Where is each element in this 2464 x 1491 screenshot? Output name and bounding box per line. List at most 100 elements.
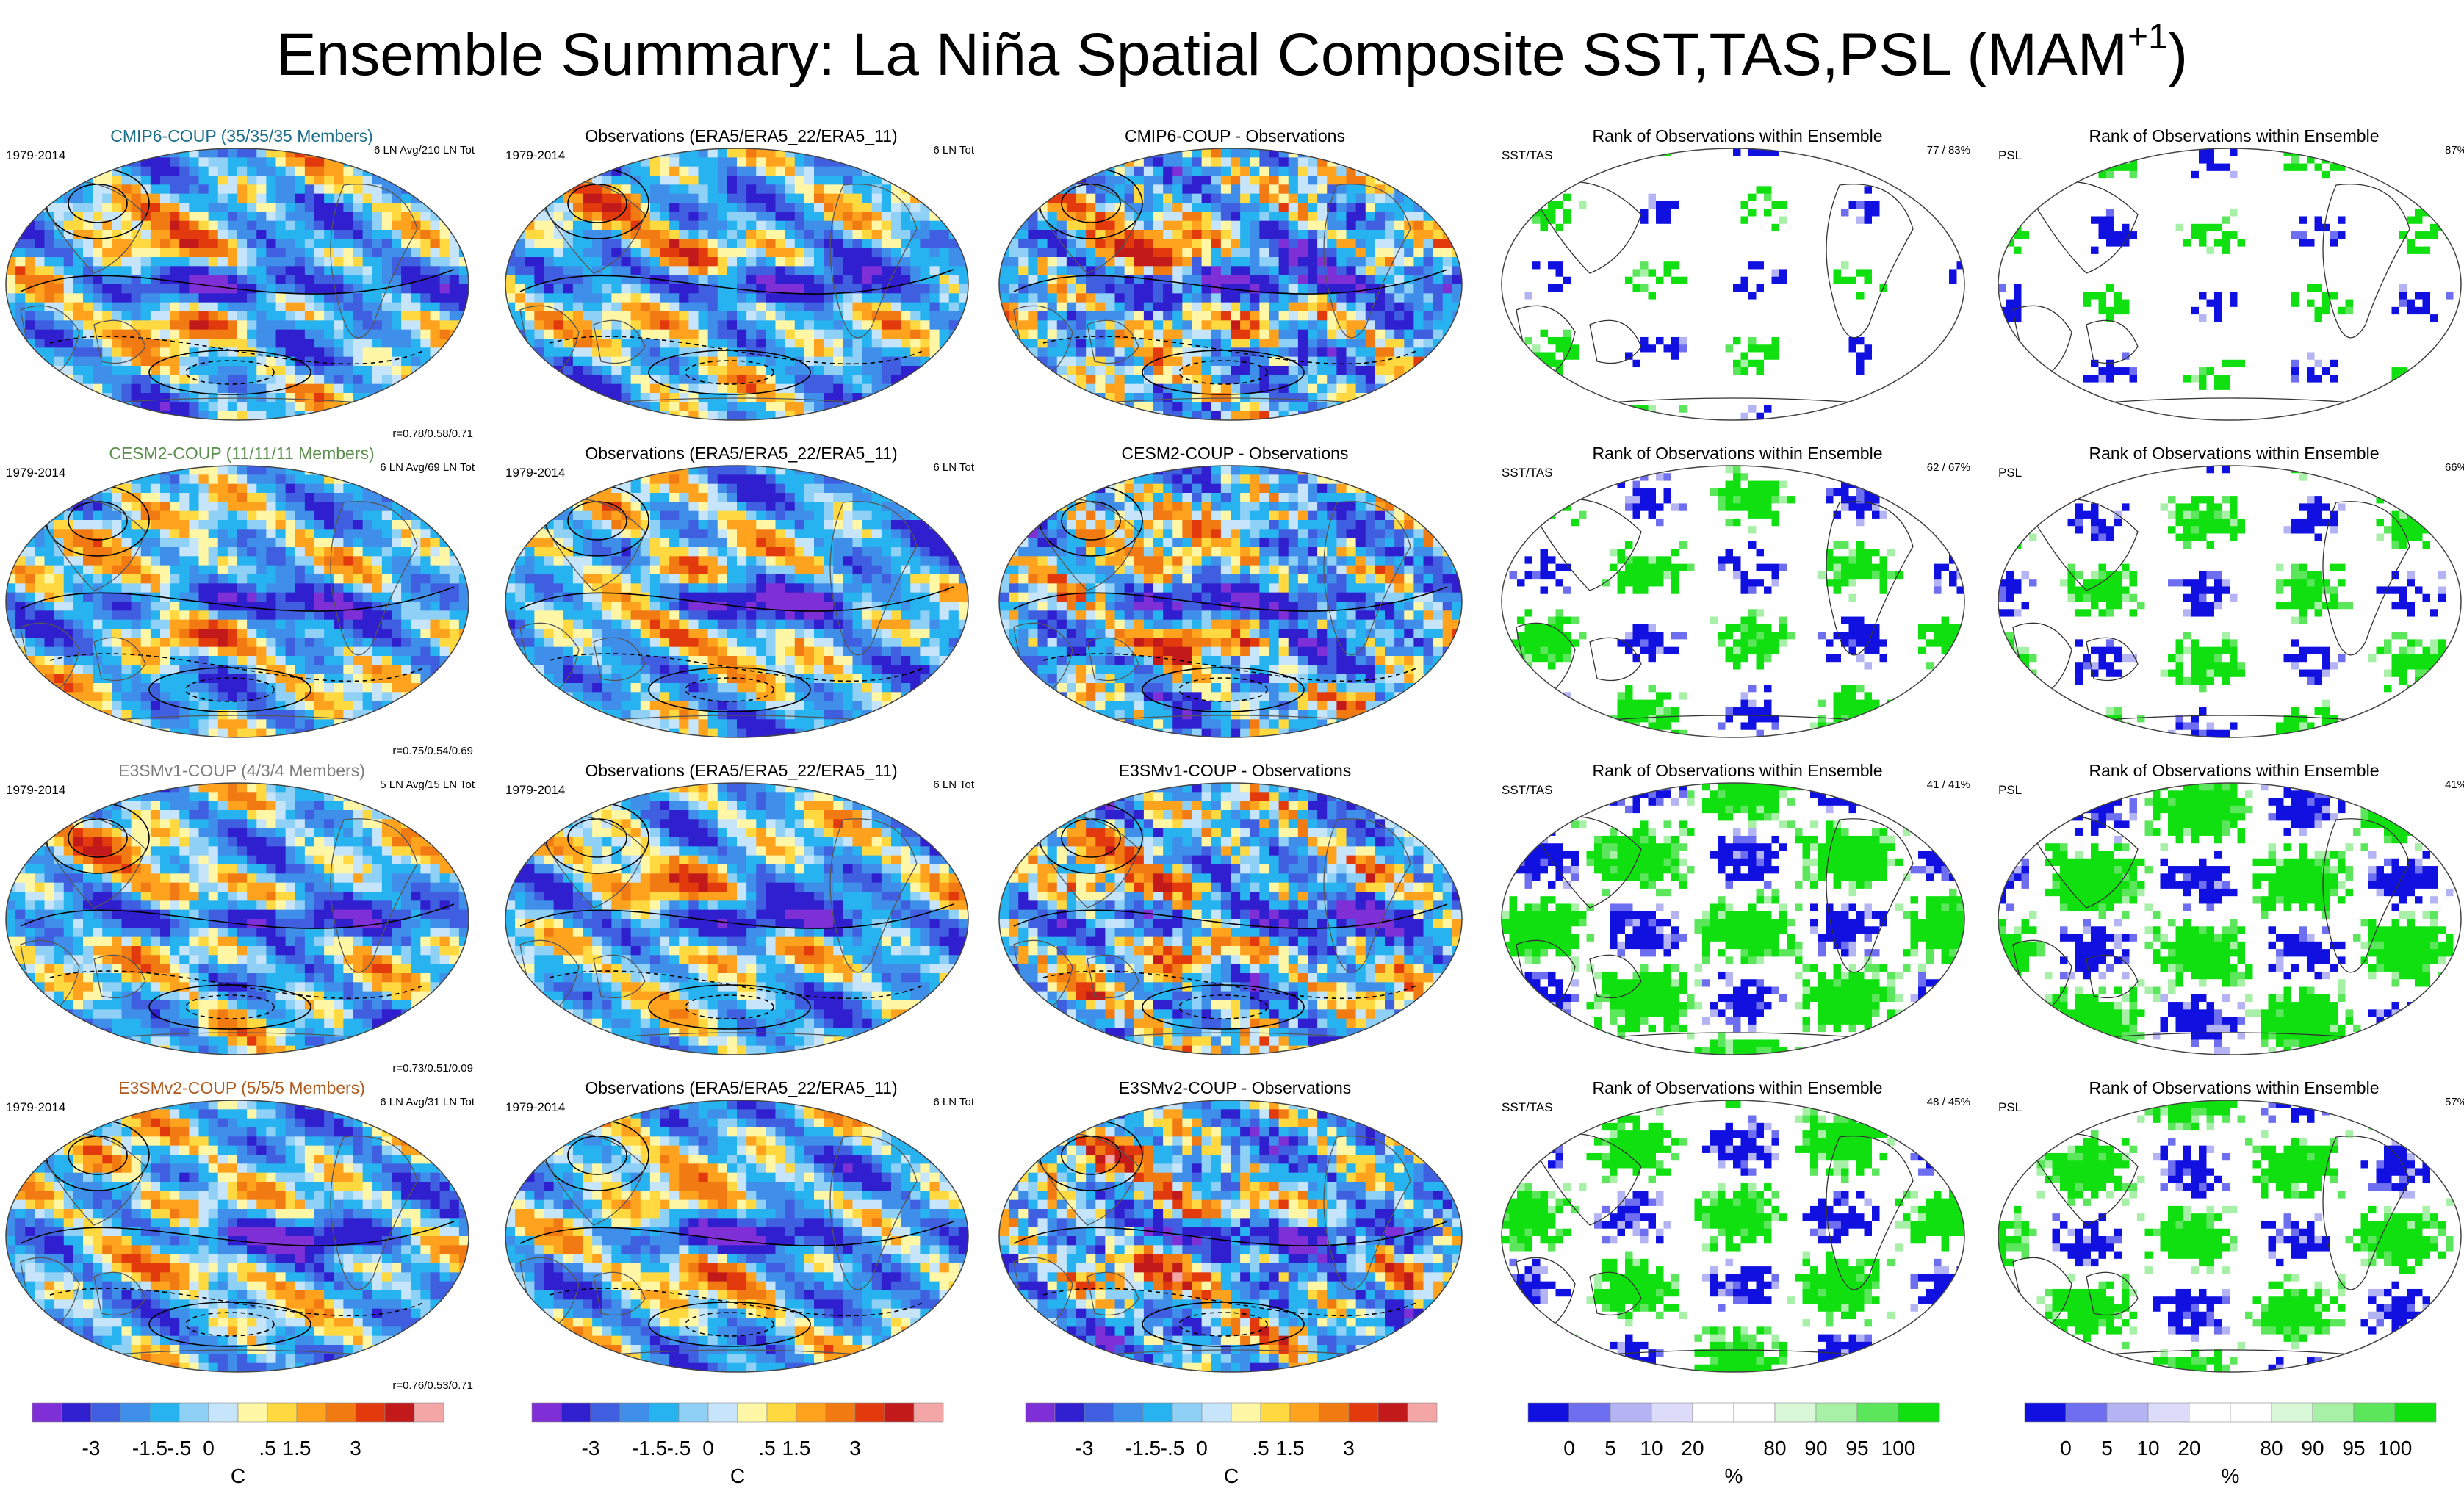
map-rank-sst [1499,126,1976,444]
colorbar-swatch [1693,1403,1734,1422]
colorbar-tick-label: 5 [2101,1437,2113,1460]
colorbar-tick-label: .5 [259,1437,275,1460]
colorbar-swatch [914,1403,943,1422]
colorbar-units: % [2222,1465,2240,1488]
events-label: 6 LN Tot [933,1096,974,1108]
map-obs [502,761,980,1078]
colorbar-units: % [1725,1465,1743,1488]
events-label: 6 LN Avg/210 LN Tot [374,144,475,156]
colorbar-swatch [356,1403,385,1422]
rank-percent: 77 / 83% [1927,144,1970,156]
panel-diff-row3: E3SMv1-COUP - Observations [996,761,1474,1078]
colorbar-swatch [591,1403,620,1422]
colorbar-swatch [708,1403,738,1422]
rank-percent: 57% [2445,1096,2464,1108]
main-title: Ensemble Summary: La Niña Spatial Compos… [0,21,2464,90]
map-field [1502,466,1965,738]
map-obs [502,126,980,444]
colorbar-swatch [826,1403,855,1422]
period-label: 1979-2014 [6,783,65,798]
colorbar-swatch [738,1403,767,1422]
colorbar-tick-label: 0 [1196,1437,1208,1460]
obs-title: Observations (ERA5/ERA5_22/ERA5_11) [502,126,980,146]
correlation-label: r=0.75/0.54/0.69 [392,745,473,757]
colorbar-swatch [885,1403,914,1422]
variable-label: SST/TAS [1502,1100,1553,1115]
panel-obs-row1: Observations (ERA5/ERA5_22/ERA5_11)1979-… [502,126,980,444]
colorbar-swatch [1651,1403,1693,1422]
map-field [505,783,969,1055]
colorbar-swatch [620,1403,649,1422]
events-label: 6 LN Tot [933,461,974,474]
correlation-label: r=0.73/0.51/0.09 [392,1062,473,1075]
panel-obs-row2: Observations (ERA5/ERA5_22/ERA5_11)1979-… [502,444,980,761]
map-field [999,1100,1463,1373]
colorbar-tick-label: -.5 [667,1437,691,1460]
obs-title: Observations (ERA5/ERA5_22/ERA5_11) [502,1078,980,1098]
variable-label: PSL [1998,466,2022,480]
rank-percent: 41 / 41% [1927,779,1970,791]
model-title: E3SMv1-COUP (4/3/4 Members) [3,761,480,781]
rank-title: Rank of Observations within Ensemble [1995,444,2464,463]
period-label: 1979-2014 [505,783,565,798]
colorbar-units: C [1224,1465,1239,1488]
colorbar-swatch [1378,1403,1408,1422]
colorbar-tick-label: -1.5 [132,1437,167,1460]
difference-title: E3SMv1-COUP - Observations [996,761,1474,781]
colorbar-swatch [1408,1403,1437,1422]
variable-label: SST/TAS [1502,148,1553,163]
map-field [6,783,469,1055]
map-field [505,148,969,421]
colorbar-tick-label: 100 [2378,1437,2413,1460]
colorbar-units: C [231,1465,245,1488]
colorbar-swatch [1261,1403,1290,1422]
panel-diff-row1: CMIP6-COUP - Observations [996,126,1474,444]
colorbar-swatch [1202,1403,1231,1422]
colorbar-tick-label: -3 [582,1437,600,1460]
rank-percent: 66% [2445,461,2464,474]
panel-obs-row3: Observations (ERA5/ERA5_22/ERA5_11)1979-… [502,761,980,1078]
variable-label: SST/TAS [1502,466,1553,480]
period-label: 1979-2014 [6,466,65,480]
map-field [505,466,969,738]
colorbar-swatch [679,1403,708,1422]
rank-title: Rank of Observations within Ensemble [1499,444,1976,463]
map-model [3,1078,480,1396]
colorbar-swatch [1898,1403,1939,1422]
colorbar-tick-label: 0 [2060,1437,2072,1460]
map-field [6,466,469,738]
colorbar-tick-label: 0 [702,1437,714,1460]
variable-label: PSL [1998,783,2022,798]
colorbar-swatch [1172,1403,1202,1422]
map-model [3,126,480,444]
colorbar-swatch [1857,1403,1898,1422]
colorbar-swatch [1143,1403,1172,1422]
colorbar-tick-label: -.5 [167,1437,192,1460]
colorbar-tick-label: 0 [203,1437,215,1460]
map-rank-psl [1995,761,2464,1078]
map-diff [996,1078,1474,1396]
map-field [999,148,1463,421]
colorbar-swatch [561,1403,591,1422]
rank-title: Rank of Observations within Ensemble [1499,761,1976,781]
colorbar-swatch [120,1403,150,1422]
colorbar-tick-label: -1.5 [632,1437,667,1460]
panel-diff-row4: E3SMv2-COUP - Observations [996,1078,1474,1396]
map-model [3,444,480,761]
colorbar-swatch [2148,1403,2189,1422]
rank-title: Rank of Observations within Ensemble [1995,1078,2464,1098]
colorbar-tick-label: 1.5 [1276,1437,1305,1460]
colorbar-swatch [1055,1403,1084,1422]
map-field [1998,466,2462,738]
map-field [6,148,469,421]
colorbar-tick-label: -.5 [1161,1437,1185,1460]
rank-title: Rank of Observations within Ensemble [1995,126,2464,146]
colorbar-swatch [1775,1403,1816,1422]
